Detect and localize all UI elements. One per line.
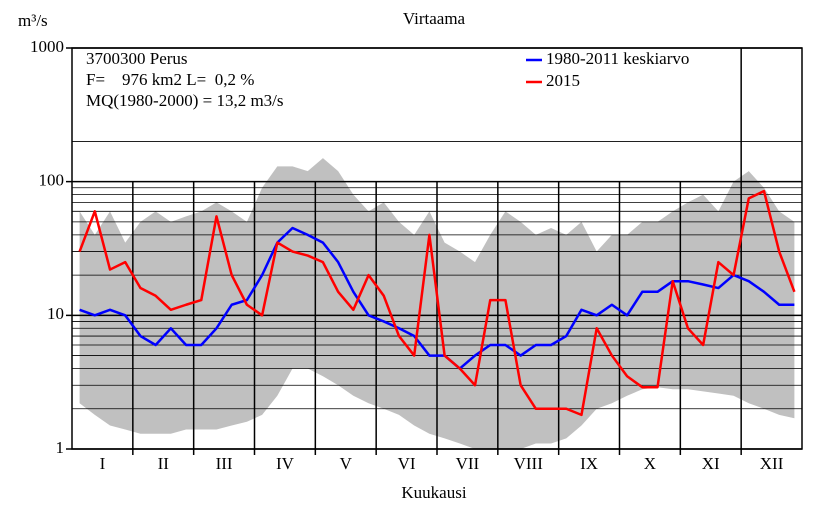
x-tick-label: VI (398, 454, 416, 473)
x-tick-label: V (340, 454, 353, 473)
annotation: F= 976 km2 L= 0,2 % (86, 70, 254, 89)
x-tick-label: VII (456, 454, 480, 473)
x-tick-label: III (216, 454, 233, 473)
y-axis-label: m³/s (18, 11, 48, 30)
x-axis-label: Kuukausi (401, 483, 466, 502)
x-tick-label: X (644, 454, 656, 473)
x-tick-label: IV (276, 454, 295, 473)
series-line (78, 189, 796, 417)
y-tick-label: 1000 (30, 37, 64, 56)
x-tick-label: XII (760, 454, 784, 473)
y-tick-label: 10 (47, 304, 64, 323)
x-tick-label: VIII (514, 454, 544, 473)
x-tick-label: IX (580, 454, 598, 473)
annotation: 3700300 Perus (86, 49, 188, 68)
y-tick-label: 1 (56, 438, 65, 457)
chart-title: Virtaama (403, 9, 466, 28)
legend-label: 2015 (546, 71, 580, 90)
y-tick-label: 100 (39, 171, 65, 190)
plot-frame (71, 47, 803, 450)
annotation: MQ(1980-2000) = 13,2 m3/s (86, 91, 284, 110)
legend-label: 1980-2011 keskiarvo (546, 49, 689, 68)
series-line (79, 226, 795, 370)
x-tick-label: XI (702, 454, 720, 473)
x-tick-label: I (100, 454, 106, 473)
x-tick-label: II (158, 454, 170, 473)
